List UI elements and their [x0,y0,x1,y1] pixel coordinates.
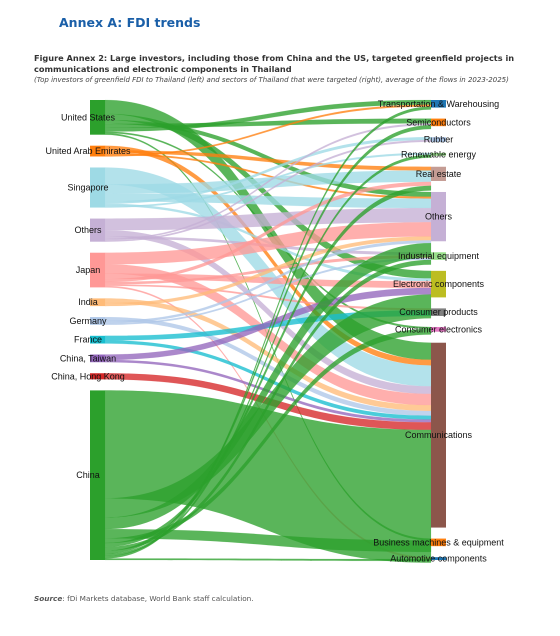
source-label-china: China [76,470,100,480]
target-label-real-estate: Real estate [416,169,462,179]
target-label-communications: Communications [405,430,473,440]
target-label-semiconductors: Semiconductors [406,117,471,127]
flow-china-to-transportation-warehousing [104,106,432,559]
source-label-others: Others [74,225,102,235]
target-node-automotive-components [431,557,446,560]
source-node-japan [90,252,105,288]
flow-others-to-rubber [104,139,432,242]
target-label-business-machines-equipment: Business machines & equipment [373,537,504,547]
sankey-nodes [90,100,446,560]
source-text: : fDi Markets database, World Bank staff… [62,594,254,603]
source-node-france [90,335,105,344]
target-node-consumer-products [431,308,446,316]
source-node-united-states [90,100,105,135]
target-node-industrial-equipment [431,252,446,260]
sankey-links [104,99,432,563]
flow-china-to-business-machines-equipment [104,529,432,552]
flow-china-to-communications [104,390,432,563]
source-label: Source [34,594,63,603]
source-label-united-states: United States [61,112,116,122]
source-label-germany: Germany [69,316,107,326]
source-label-china-hong-kong: China, Hong Kong [51,371,125,381]
target-label-consumer-products: Consumer products [399,307,478,317]
source-label-japan: Japan [76,265,101,275]
target-node-consumer-electronics [431,326,446,332]
target-node-rubber [431,137,446,142]
target-label-industrial-equipment: Industrial equipment [398,251,480,261]
target-node-business-machines-equipment [431,538,446,547]
target-label-rubber: Rubber [424,135,454,145]
source-node-singapore [90,167,105,208]
source-node-united-arab-emirates [90,145,105,157]
target-node-electronic-components [431,270,446,298]
target-node-transportation-warehousing [431,100,446,108]
source-node-germany [90,317,105,325]
target-label-transportation-warehousing: Transportation & Warehousing [378,99,499,109]
target-node-others [431,191,446,242]
target-node-real-estate [431,166,446,181]
source-label-france: France [74,335,102,345]
source-label-india: India [78,297,98,307]
source-node-china [90,390,105,560]
target-label-automotive-components: Automotive components [390,554,487,564]
source-label-united-arab-emirates: United Arab Emirates [45,146,131,156]
target-label-others: Others [425,212,453,222]
target-label-consumer-electronics: Consumer electronics [395,324,483,334]
target-node-communications [431,342,446,528]
target-label-electronic-components: Electronic components [393,279,485,289]
source-node-india [90,298,105,307]
target-node-renewable-energy [431,152,446,156]
annex-title: Annex A: FDI trends [59,15,201,30]
source-node-china-hong-kong [90,373,105,380]
source-label-china-taiwan: China, Taiwan [60,353,116,363]
flow-china-to-renewable-energy [104,154,432,557]
target-node-semiconductors [431,118,446,127]
source-note: Source: fDi Markets database, World Bank… [34,594,254,603]
figure-subtitle: (Top investors of greenfield FDI to Thai… [34,76,509,84]
flow-china-to-automotive-components [104,558,432,562]
sankey-labels: United States United Arab Emirates Singapo… [45,99,504,564]
flow-china-to-industrial-equipment [104,259,432,551]
source-label-singapore: Singapore [67,183,108,193]
source-node-china-taiwan [90,354,105,363]
target-label-renewable-energy: Renewable energy [401,149,477,159]
source-node-others [90,218,105,242]
figure-title: Figure Annex 2: Large investors, includi… [34,53,515,74]
flow-china-to-consumer-electronics [104,328,432,544]
